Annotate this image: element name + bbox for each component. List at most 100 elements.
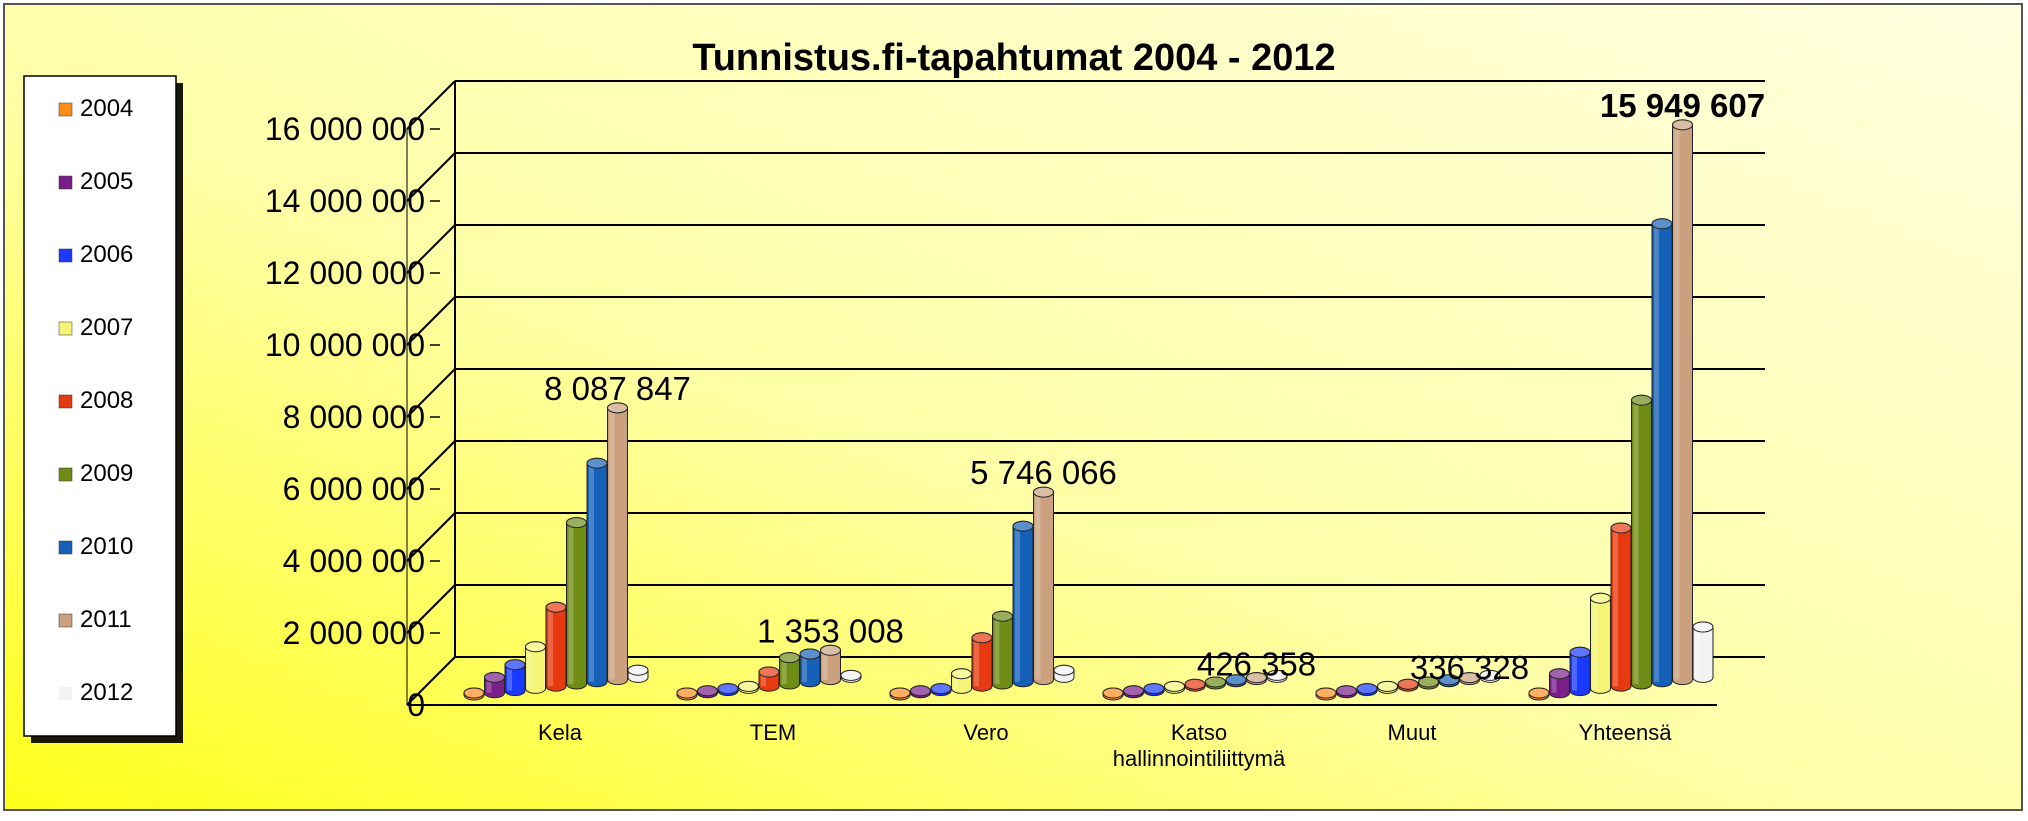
bar — [758, 666, 780, 692]
bar — [799, 648, 821, 688]
bar — [1377, 680, 1398, 694]
bar — [992, 610, 1013, 690]
bar — [889, 687, 911, 701]
legend-swatch — [59, 687, 72, 700]
data-label: 426 358 — [1197, 646, 1316, 683]
legend-label: 2006 — [80, 241, 133, 268]
bar — [779, 652, 800, 690]
bar — [1631, 394, 1652, 690]
legend-label: 2011 — [80, 606, 132, 633]
bar — [1315, 687, 1337, 701]
bar — [1418, 676, 1439, 690]
data-labels: 8 087 847 1 353 008 5 746 066 426 358 336 32… — [544, 87, 1765, 686]
y-tick-label: 8 000 000 — [283, 399, 425, 435]
bar — [545, 601, 567, 692]
y-tick-label: 12 000 000 — [265, 255, 425, 291]
bar — [1528, 687, 1550, 701]
bar — [1184, 678, 1206, 692]
bar — [1012, 520, 1034, 688]
bars — [463, 119, 1714, 701]
bar — [1164, 680, 1185, 694]
data-label: 5 746 066 — [970, 454, 1117, 491]
bar — [951, 668, 972, 694]
data-label: 8 087 847 — [544, 370, 691, 407]
bar — [1205, 676, 1226, 690]
x-tick-label: TEM — [750, 720, 796, 745]
bar — [697, 685, 718, 699]
bar — [840, 669, 862, 683]
bar — [930, 683, 952, 697]
y-tick-label: 4 000 000 — [283, 543, 425, 579]
bar — [586, 457, 608, 688]
bar — [1692, 621, 1714, 683]
legend-label: 2012 — [80, 679, 133, 706]
bar — [1266, 669, 1288, 683]
bar — [1590, 592, 1611, 694]
x-tick-label: Kela — [538, 720, 583, 745]
bar — [607, 402, 628, 686]
y-tick-label: 2 000 000 — [283, 615, 425, 651]
y-tick-label: 10 000 000 — [265, 327, 425, 363]
bar — [1123, 685, 1144, 699]
legend-label: 2009 — [80, 460, 133, 487]
legend-swatch — [58, 394, 73, 409]
legend-swatch — [58, 175, 73, 190]
bar — [484, 671, 505, 699]
bar — [1356, 683, 1378, 697]
bar — [738, 680, 759, 694]
legend-swatch — [58, 102, 73, 117]
legend-label: 2005 — [80, 168, 133, 195]
bar — [1479, 669, 1501, 683]
bar — [1651, 218, 1673, 688]
data-label: 336 328 — [1410, 649, 1529, 686]
legend-swatch — [58, 613, 73, 628]
bar — [717, 683, 739, 697]
bar — [1569, 646, 1591, 697]
bar — [971, 632, 993, 692]
grid — [406, 80, 1765, 706]
bar — [1397, 678, 1419, 692]
bar — [627, 664, 649, 683]
bar — [910, 685, 931, 699]
y-tick-label: 0 — [407, 687, 425, 723]
x-tick-label: Muut — [1388, 720, 1437, 745]
x-tick-label: Vero — [963, 720, 1008, 745]
bar — [676, 687, 698, 701]
legend-label: 2007 — [80, 314, 133, 341]
bar — [1336, 685, 1357, 699]
y-tick-label: 14 000 000 — [265, 183, 425, 219]
legend-swatch — [58, 321, 73, 336]
bar — [1438, 674, 1460, 688]
y-axis: 0 2 000 000 4 000 000 6 000 000 8 000 000 10 … — [265, 111, 440, 723]
data-label: 15 949 607 — [1600, 87, 1765, 124]
bar — [1672, 119, 1693, 686]
legend-label: 2010 — [80, 533, 133, 560]
legend-label: 2004 — [80, 95, 133, 122]
bar — [1143, 683, 1165, 697]
bar — [1053, 664, 1075, 683]
bar — [1459, 672, 1480, 686]
legend-swatch — [58, 540, 73, 555]
legend: 2004 2005 2006 2007 2008 2009 2010 2011 2012 — [23, 75, 183, 743]
legend-label: 2008 — [80, 387, 133, 414]
legend-swatch — [58, 467, 73, 482]
bar — [1225, 674, 1247, 688]
bar — [1033, 486, 1054, 686]
legend-swatch — [58, 248, 73, 263]
bar — [525, 641, 546, 694]
y-tick-label: 16 000 000 — [265, 111, 425, 147]
x-tick-label: hallinnointiliittymä — [1113, 746, 1286, 771]
x-tick-label: Katso — [1171, 720, 1227, 745]
data-label: 1 353 008 — [757, 612, 904, 649]
bar — [820, 644, 841, 686]
bar — [1246, 672, 1267, 686]
bar — [1549, 668, 1570, 699]
y-tick-label: 6 000 000 — [283, 471, 425, 507]
bar — [463, 687, 485, 701]
bar — [504, 659, 526, 697]
bar — [1610, 522, 1632, 692]
bar — [566, 517, 587, 690]
x-tick-label: Yhteensä — [1579, 720, 1673, 745]
